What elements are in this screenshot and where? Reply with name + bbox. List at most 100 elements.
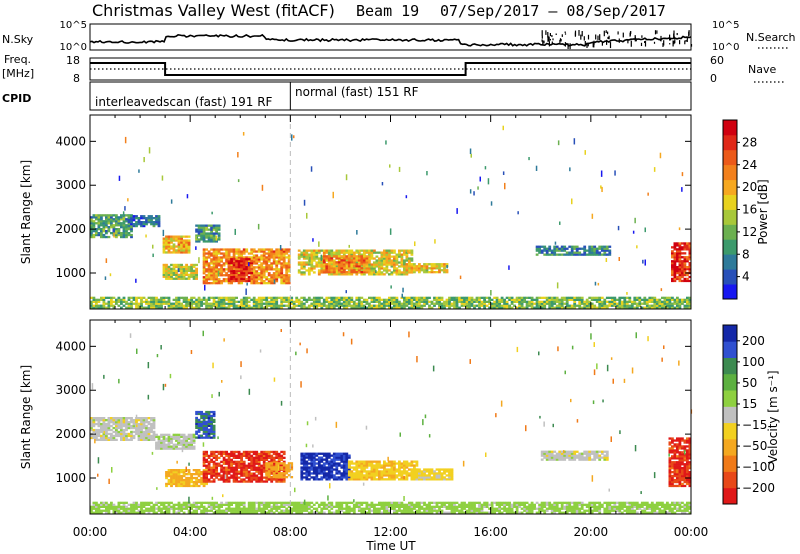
- data-cell: [195, 424, 198, 427]
- data-cell: [325, 466, 329, 469]
- data-cell: [217, 280, 221, 283]
- data-cell: [240, 478, 243, 481]
- data-cell: [190, 447, 193, 450]
- data-cell: [137, 426, 141, 430]
- data-cell: [117, 432, 121, 436]
- data-cell: [671, 269, 674, 273]
- data-cell: [395, 306, 399, 309]
- data-cell: [418, 300, 421, 303]
- data-cell: [443, 306, 446, 309]
- data-cell: [434, 239, 436, 244]
- data-cell: [275, 302, 279, 305]
- data-cell: [518, 306, 521, 309]
- data-cell: [135, 221, 138, 224]
- data-cell: [673, 266, 677, 269]
- data-cell: [666, 302, 669, 305]
- data-cell: [355, 263, 359, 266]
- data-cell: [185, 235, 188, 238]
- data-cell: [205, 248, 208, 251]
- data-cell: [117, 424, 121, 428]
- data-cell: [190, 445, 193, 448]
- data-cell: [375, 460, 379, 463]
- data-cell: [310, 166, 313, 172]
- data-cell: [207, 434, 211, 437]
- data-cell: [360, 304, 364, 307]
- data-cell: [217, 474, 221, 477]
- data-cell: [167, 251, 171, 254]
- data-cell: [120, 216, 123, 219]
- data-cell: [365, 265, 369, 268]
- data-cell: [380, 255, 384, 258]
- data-cell: [668, 302, 672, 305]
- data-cell: [355, 259, 359, 262]
- data-cell: [400, 273, 404, 276]
- data-cell: [327, 470, 331, 473]
- data-cell: [390, 265, 394, 268]
- data-cell: [142, 296, 146, 299]
- data-cell: [363, 255, 366, 258]
- data-cell: [327, 251, 331, 254]
- data-cell: [105, 230, 108, 233]
- data-cell: [342, 306, 346, 309]
- data-cell: [330, 298, 334, 301]
- data-cell: [95, 434, 98, 438]
- data-cell: [260, 270, 264, 273]
- data-cell: [182, 273, 186, 276]
- data-cell: [237, 279, 241, 283]
- data-cell: [553, 306, 557, 309]
- data-cell: [426, 171, 428, 176]
- data-cell: [330, 466, 334, 469]
- data-cell: [368, 251, 371, 254]
- data-cell: [525, 302, 529, 305]
- data-cell: [598, 251, 602, 254]
- data-cell: [170, 302, 173, 305]
- noise-search-point: [644, 40, 647, 47]
- data-cell: [205, 478, 208, 481]
- data-cell: [468, 306, 471, 309]
- data-cell: [285, 250, 289, 253]
- data-cell: [400, 249, 404, 252]
- data-cell: [673, 268, 677, 271]
- data-cell: [205, 228, 208, 231]
- data-cell: [418, 298, 421, 301]
- data-cell: [182, 441, 186, 444]
- data-cell: [262, 270, 266, 273]
- data-cell: [342, 302, 346, 305]
- data-cell: [172, 482, 176, 486]
- data-cell: [300, 466, 304, 469]
- data-cell: [671, 296, 674, 299]
- data-cell: [310, 263, 314, 266]
- data-cell: [545, 247, 549, 250]
- data-cell: [190, 263, 193, 267]
- data-cell: [375, 468, 379, 471]
- data-cell: [385, 257, 389, 260]
- data-cell: [197, 296, 201, 299]
- data-cell: [378, 470, 381, 473]
- data-cell: [180, 263, 183, 267]
- data-cell: [332, 191, 334, 199]
- data-cell: [270, 468, 274, 471]
- data-cell: [92, 428, 96, 432]
- data-cell: [177, 245, 181, 248]
- data-cell: [155, 296, 158, 299]
- data-cell: [250, 478, 254, 481]
- data-cell: [560, 302, 564, 305]
- data-cell: [205, 464, 208, 467]
- data-cell: [347, 300, 351, 303]
- data-cell: [177, 302, 181, 305]
- data-cell: [385, 302, 389, 305]
- noise-search-point: [690, 44, 693, 47]
- data-cell: [242, 480, 246, 483]
- data-cell: [317, 472, 321, 475]
- data-cell: [150, 219, 153, 222]
- data-cell: [312, 462, 316, 465]
- data-cell: [265, 276, 269, 279]
- data-cell: [330, 464, 334, 467]
- data-cell: [312, 304, 316, 307]
- data-cell: [335, 478, 339, 481]
- data-cell: [185, 476, 188, 480]
- data-cell: [275, 268, 279, 271]
- data-cell: [327, 263, 331, 266]
